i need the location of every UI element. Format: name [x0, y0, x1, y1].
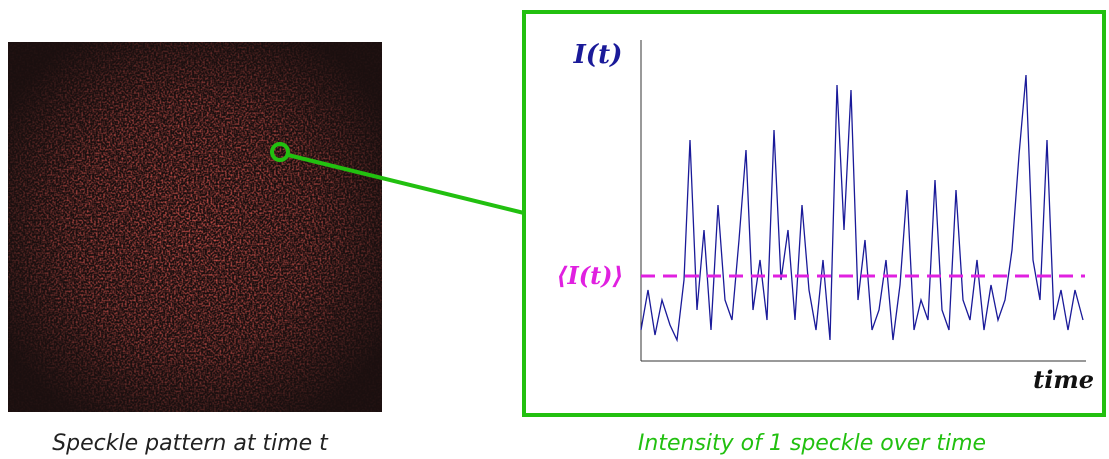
image-caption: Speckle pattern at time t	[52, 431, 329, 456]
y-label: I(t)	[573, 40, 623, 70]
plot-frame	[522, 10, 1106, 417]
speckle-image	[8, 42, 382, 412]
speckle-marker	[270, 142, 290, 162]
x-label: time	[1033, 365, 1094, 394]
plot-caption: Intensity of 1 speckle over time	[638, 431, 986, 456]
mean-label: ⟨I(t)⟩	[557, 261, 624, 290]
intensity-trace	[640, 74, 1084, 343]
connector	[287, 153, 525, 215]
